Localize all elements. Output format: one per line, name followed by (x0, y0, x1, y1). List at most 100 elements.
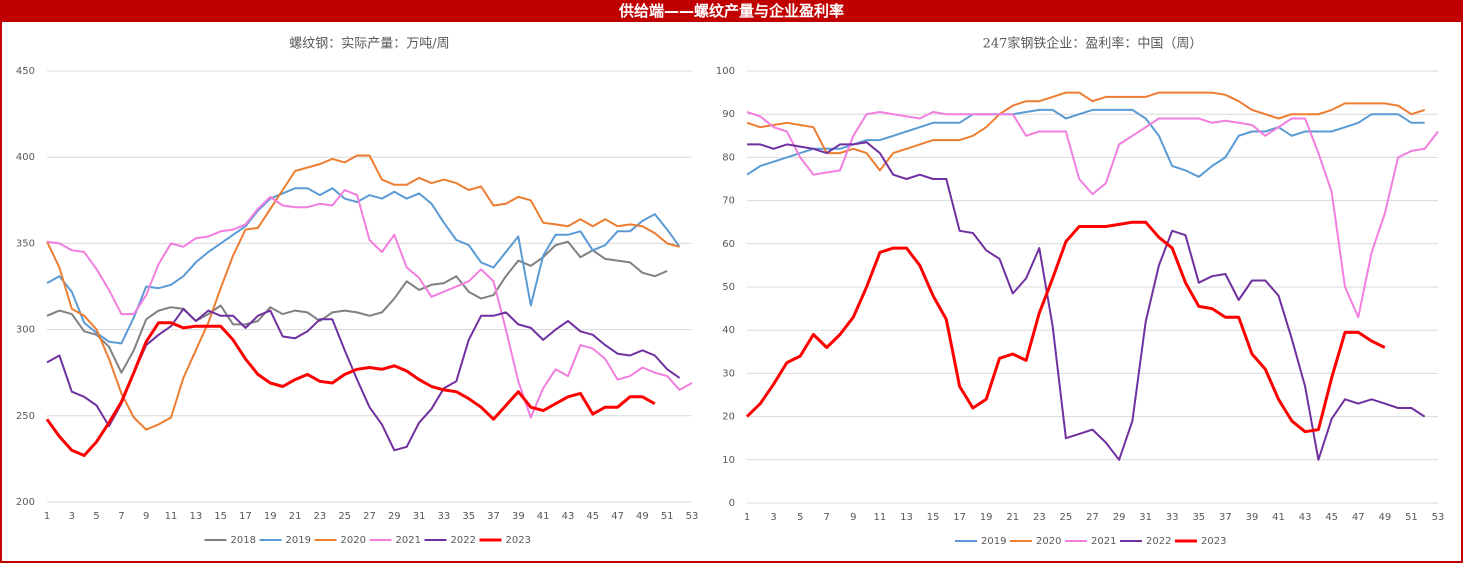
legend-label: 2019 (286, 535, 311, 546)
x-tick-label: 3 (69, 511, 75, 522)
y-tick-label: 350 (16, 238, 35, 249)
series-line (747, 141, 1426, 461)
chart: 247家钢铁企业：盈利率：中国（周） 0 10 20 30 40 50 60 70 80 90 100… (716, 36, 1445, 548)
x-tick-label: 29 (388, 511, 401, 522)
legend-label: 2023 (506, 535, 531, 546)
x-tick-label: 23 (314, 511, 327, 522)
x-tick-label: 15 (927, 512, 940, 523)
x-tick-label: 5 (93, 511, 99, 522)
x-tick-label: 23 (1033, 512, 1046, 523)
y-tick-label: 0 (729, 498, 735, 509)
x-tick-label: 1 (744, 512, 750, 523)
y-tick-label: 80 (722, 152, 735, 163)
x-tick-label: 7 (824, 512, 830, 523)
y-tick-label: 100 (716, 66, 735, 77)
x-tick-label: 9 (143, 511, 149, 522)
x-tick-label: 49 (1378, 512, 1391, 523)
x-tick-label: 45 (586, 511, 599, 522)
chart-title: 螺纹钢：实际产量：万吨/周 (289, 37, 449, 52)
x-tick-label: 29 (1113, 512, 1126, 523)
y-tick-label: 300 (16, 325, 35, 336)
x-tick-label: 21 (289, 511, 302, 522)
series-line (46, 189, 693, 419)
series-line (746, 108, 1425, 178)
y-tick-label: 450 (16, 66, 35, 77)
legend-label: 2021 (396, 535, 421, 546)
y-tick-label: 10 (722, 455, 735, 466)
x-tick-label: 47 (1352, 512, 1365, 523)
x-tick-label: 41 (537, 511, 550, 522)
x-tick-label: 13 (189, 511, 202, 522)
x-tick-label: 35 (1192, 512, 1205, 523)
x-tick-label: 31 (1139, 512, 1152, 523)
x-tick-label: 9 (850, 512, 856, 523)
x-tick-label: 3 (770, 512, 776, 523)
x-tick-label: 37 (487, 511, 500, 522)
series-line (46, 154, 680, 431)
x-tick-label: 11 (874, 512, 887, 523)
x-tick-label: 51 (661, 511, 674, 522)
x-tick-label: 53 (1432, 512, 1445, 523)
x-tick-label: 17 (239, 511, 252, 522)
x-tick-label: 27 (363, 511, 376, 522)
series-line (746, 111, 1439, 319)
legend-label: 2019 (981, 536, 1006, 547)
x-tick-label: 11 (165, 511, 178, 522)
y-tick-label: 40 (722, 325, 735, 336)
y-tick-label: 60 (722, 239, 735, 250)
legend-label: 2020 (341, 535, 366, 546)
y-tick-label: 400 (16, 152, 35, 163)
y-tick-label: 50 (722, 282, 735, 293)
x-tick-label: 35 (462, 511, 475, 522)
x-tick-label: 5 (797, 512, 803, 523)
x-tick-label: 37 (1219, 512, 1232, 523)
legend-label: 2018 (231, 535, 256, 546)
series-line (46, 187, 681, 345)
y-tick-label: 30 (722, 368, 735, 379)
x-tick-label: 33 (1166, 512, 1179, 523)
y-tick-label: 200 (16, 497, 35, 508)
legend-label: 2022 (1146, 536, 1171, 547)
x-tick-label: 41 (1272, 512, 1285, 523)
x-tick-label: 27 (1086, 512, 1099, 523)
x-tick-label: 13 (900, 512, 913, 523)
x-tick-label: 51 (1405, 512, 1418, 523)
chart-title: 247家钢铁企业：盈利率：中国（周） (983, 36, 1203, 52)
series-line (745, 220, 1386, 434)
series-line (46, 240, 668, 374)
x-tick-label: 45 (1325, 512, 1338, 523)
legend-label: 2023 (1201, 536, 1226, 547)
x-tick-label: 49 (636, 511, 649, 522)
x-tick-label: 43 (1299, 512, 1312, 523)
x-tick-label: 25 (338, 511, 351, 522)
x-tick-label: 19 (264, 511, 277, 522)
x-tick-label: 39 (1246, 512, 1259, 523)
x-tick-label: 43 (562, 511, 575, 522)
y-tick-label: 20 (722, 412, 735, 423)
x-tick-label: 21 (1006, 512, 1019, 523)
x-tick-label: 53 (686, 511, 699, 522)
x-tick-label: 17 (953, 512, 966, 523)
x-tick-label: 39 (512, 511, 525, 522)
y-tick-label: 70 (722, 196, 735, 207)
series-line (746, 91, 1426, 172)
series-line (46, 307, 681, 452)
header-title: 供给端——螺纹产量与企业盈利率 (0, 0, 1463, 22)
x-tick-label: 15 (214, 511, 227, 522)
legend-label: 2020 (1036, 536, 1061, 547)
y-tick-label: 90 (722, 109, 735, 120)
x-tick-label: 31 (413, 511, 426, 522)
x-tick-label: 7 (118, 511, 124, 522)
x-tick-label: 25 (1060, 512, 1073, 523)
series-line (45, 321, 656, 457)
legend-label: 2021 (1091, 536, 1116, 547)
x-tick-label: 33 (438, 511, 451, 522)
x-tick-label: 19 (980, 512, 993, 523)
x-tick-label: 47 (611, 511, 624, 522)
x-tick-label: 1 (44, 511, 50, 522)
y-tick-label: 250 (16, 411, 35, 422)
legend-label: 2022 (451, 535, 476, 546)
